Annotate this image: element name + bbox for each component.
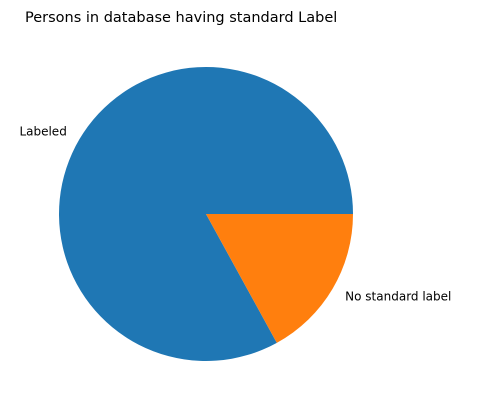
pie-slice-labeled [58, 66, 353, 361]
pie-label-labeled: Labeled [19, 125, 66, 139]
pie-label-no-standard-label: No standard label [345, 289, 451, 303]
pie-labels: Labeled No standard label [19, 125, 451, 304]
pie-slice-no-standard-label [206, 214, 353, 343]
chart-title: Persons in database having standard Labe… [25, 10, 337, 26]
pie-slices [58, 66, 353, 361]
